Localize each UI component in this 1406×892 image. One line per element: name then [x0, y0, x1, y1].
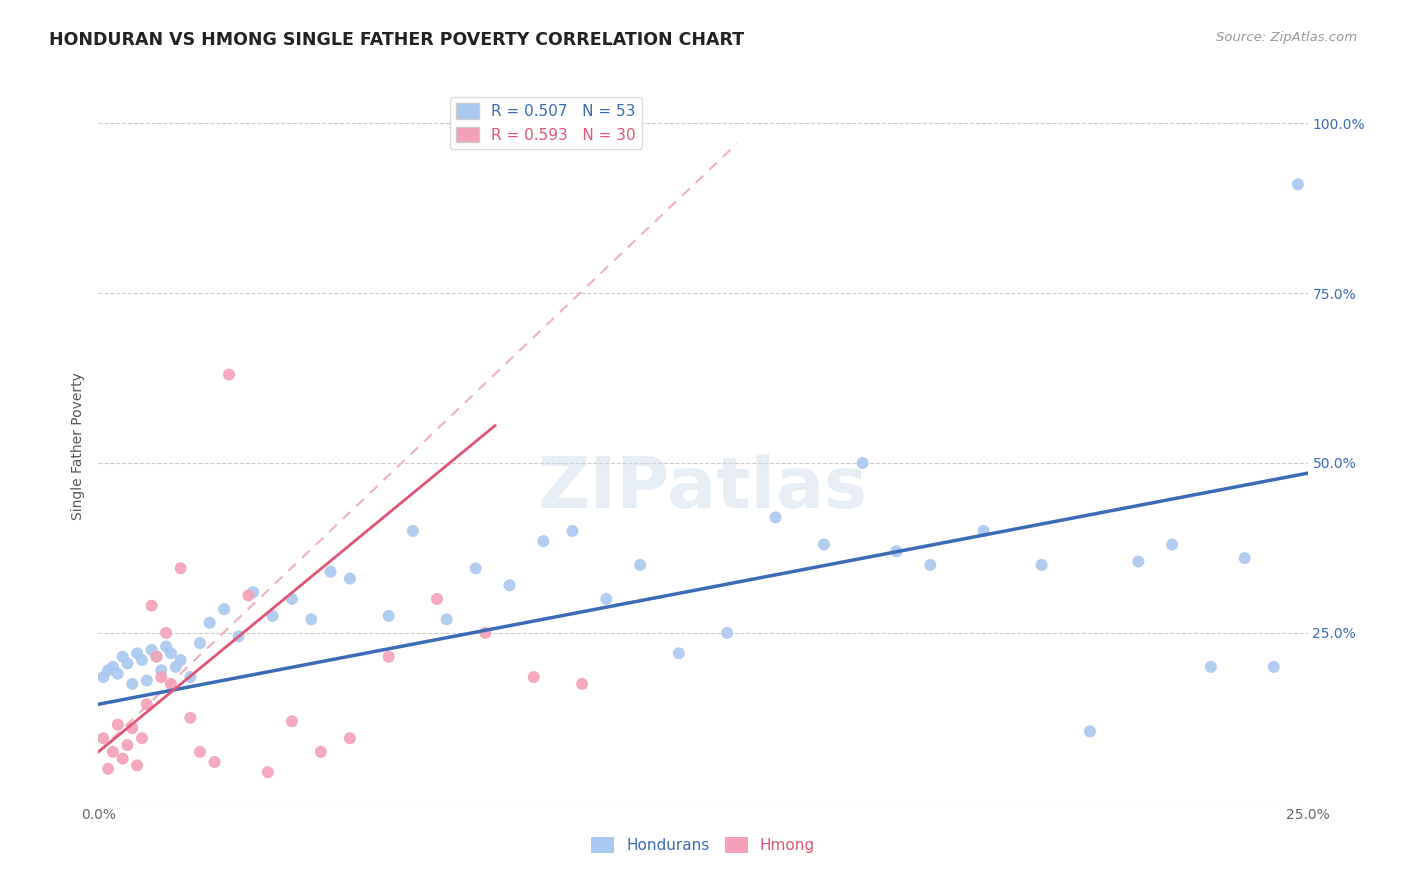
Point: [218, 368, 240, 382]
Point: [169, 561, 191, 575]
Point: [127, 758, 149, 772]
Point: [464, 561, 486, 575]
Point: [281, 591, 304, 606]
Point: [141, 643, 163, 657]
Point: [498, 578, 520, 592]
Point: [1031, 558, 1053, 572]
Point: [212, 602, 235, 616]
Point: [1286, 178, 1309, 192]
Point: [165, 660, 187, 674]
Point: [155, 626, 177, 640]
Point: [299, 612, 322, 626]
Point: [377, 649, 399, 664]
Point: [1161, 537, 1184, 551]
Point: [309, 745, 332, 759]
Point: [188, 745, 211, 759]
Point: [595, 591, 617, 606]
Point: [160, 677, 183, 691]
Point: [571, 677, 593, 691]
Point: [131, 653, 153, 667]
Point: [121, 677, 143, 691]
Point: [242, 585, 264, 599]
Y-axis label: Single Father Poverty: Single Father Poverty: [72, 372, 86, 520]
Text: ZIPatlas: ZIPatlas: [538, 454, 868, 524]
Point: [561, 524, 583, 538]
Point: [204, 755, 226, 769]
Point: [111, 751, 134, 765]
Point: [101, 660, 124, 674]
Point: [131, 731, 153, 746]
Point: [1233, 551, 1256, 566]
Point: [920, 558, 942, 572]
Point: [1078, 724, 1101, 739]
Point: [150, 663, 173, 677]
Point: [531, 534, 554, 549]
Point: [135, 673, 157, 688]
Point: [339, 731, 361, 746]
Point: [436, 612, 458, 626]
Point: [813, 537, 835, 551]
Point: [256, 765, 278, 780]
Point: [91, 731, 114, 746]
Point: [97, 762, 120, 776]
Point: [150, 670, 173, 684]
Point: [426, 591, 449, 606]
Point: [145, 649, 167, 664]
Point: [188, 636, 211, 650]
Point: [1263, 660, 1285, 674]
Point: [160, 646, 183, 660]
Point: [668, 646, 690, 660]
Point: [339, 572, 361, 586]
Text: HONDURAN VS HMONG SINGLE FATHER POVERTY CORRELATION CHART: HONDURAN VS HMONG SINGLE FATHER POVERTY …: [49, 31, 744, 49]
Point: [117, 657, 139, 671]
Point: [228, 629, 250, 643]
Point: [973, 524, 995, 538]
Point: [145, 649, 167, 664]
Point: [238, 589, 260, 603]
Point: [141, 599, 163, 613]
Point: [127, 646, 149, 660]
Point: [117, 738, 139, 752]
Point: [107, 666, 129, 681]
Point: [101, 745, 124, 759]
Text: Source: ZipAtlas.com: Source: ZipAtlas.com: [1216, 31, 1357, 45]
Legend: Hondurans, Hmong: Hondurans, Hmong: [585, 831, 821, 859]
Point: [179, 711, 201, 725]
Point: [474, 626, 496, 640]
Point: [628, 558, 651, 572]
Point: [319, 565, 342, 579]
Point: [121, 721, 143, 735]
Point: [91, 670, 114, 684]
Point: [107, 717, 129, 731]
Point: [765, 510, 787, 524]
Point: [155, 640, 177, 654]
Point: [198, 615, 221, 630]
Point: [262, 608, 284, 623]
Point: [377, 608, 399, 623]
Point: [852, 456, 875, 470]
Point: [97, 663, 120, 677]
Point: [1199, 660, 1222, 674]
Point: [111, 649, 134, 664]
Point: [179, 670, 201, 684]
Point: [1128, 555, 1150, 569]
Point: [402, 524, 425, 538]
Point: [523, 670, 546, 684]
Point: [135, 698, 157, 712]
Point: [169, 653, 191, 667]
Point: [716, 626, 738, 640]
Point: [281, 714, 304, 729]
Point: [886, 544, 908, 558]
